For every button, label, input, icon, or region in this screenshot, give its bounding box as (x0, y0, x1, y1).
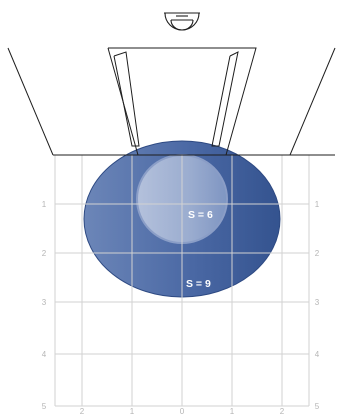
bottom-axis-label: 0 (180, 407, 185, 416)
bottom-axis-label: 2 (280, 407, 285, 416)
right-axis-label: 2 (315, 249, 320, 258)
inner-area-label: S = 6 (188, 209, 213, 221)
right-axis-label: 1 (315, 200, 320, 209)
bottom-axis-label: 1 (130, 407, 135, 416)
sensor-beam-outline (7, 47, 336, 156)
left-axis-label: 5 (42, 402, 47, 411)
left-axis-label: 2 (42, 249, 47, 258)
left-axis-label: 3 (42, 298, 47, 307)
left-axis-label: 1 (42, 200, 47, 209)
right-axis-label: 4 (315, 350, 320, 359)
left-axis-label: 4 (42, 350, 47, 359)
ceiling-mounted-sensor-icon (164, 12, 200, 31)
outer-area-label: S = 9 (186, 278, 211, 290)
right-axis-label: 3 (315, 298, 320, 307)
bottom-axis-label: 2 (80, 407, 85, 416)
bottom-axis-label: 1 (230, 407, 235, 416)
right-axis-label: 5 (315, 402, 320, 411)
